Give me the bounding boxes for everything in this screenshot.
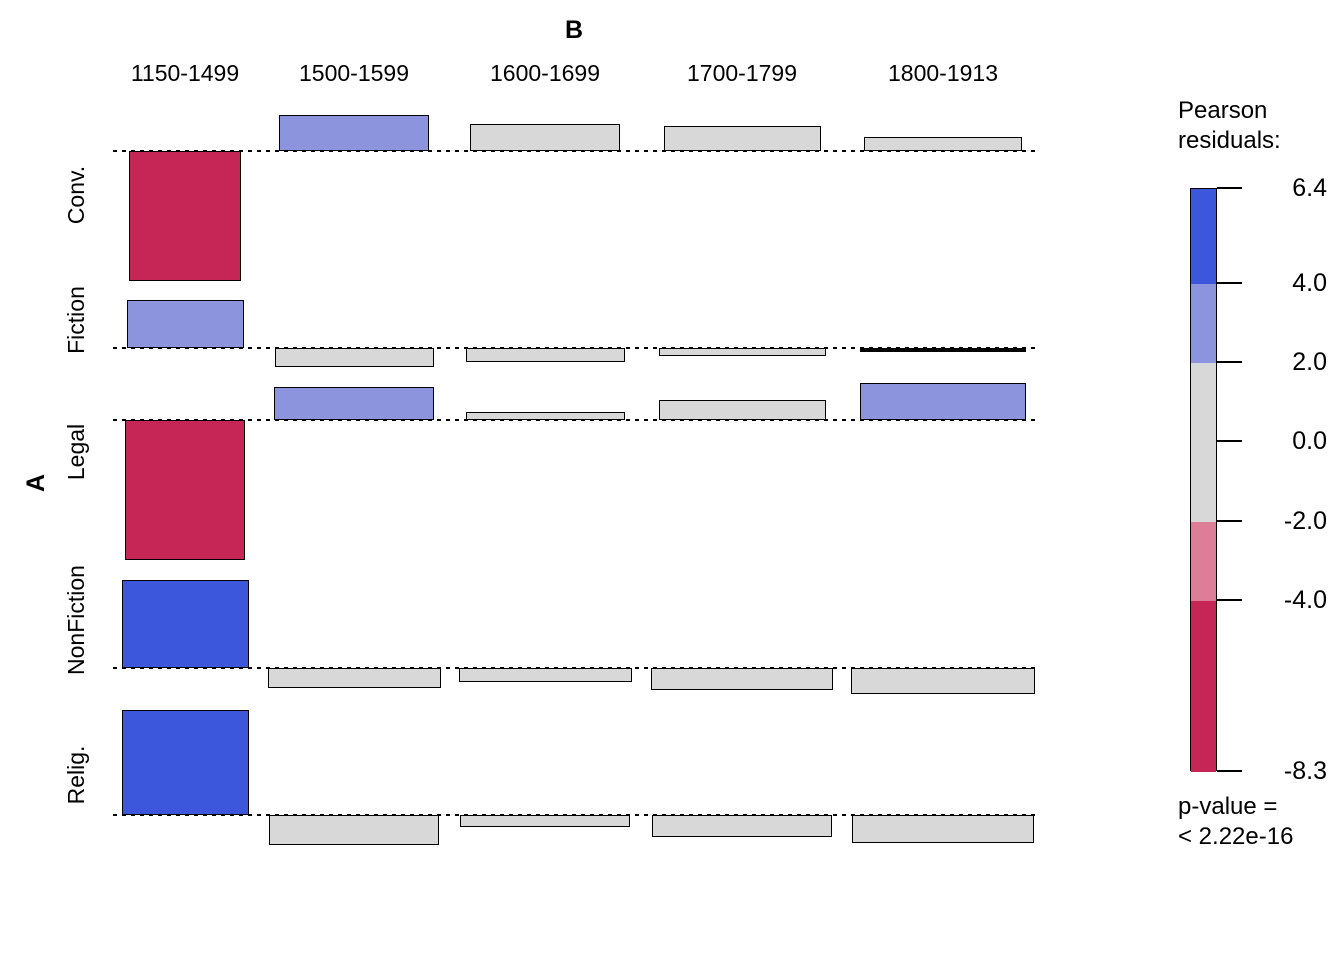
legend-tick-mark (1217, 282, 1242, 284)
residual-cell (864, 137, 1022, 151)
row-label: Relig. (63, 745, 89, 805)
legend-segment (1191, 363, 1216, 522)
legend-segment (1191, 284, 1216, 363)
residual-cell (274, 387, 434, 420)
residual-cell (274, 348, 434, 367)
residual-cell (121, 580, 249, 668)
legend-tick-mark (1217, 440, 1242, 442)
legend-tick-mark (1217, 770, 1242, 772)
row-baseline (113, 150, 1037, 152)
residual-cell (269, 815, 439, 845)
column-label: 1600-1699 (490, 60, 600, 86)
legend-tick-label: -4.0 (1283, 586, 1327, 614)
residual-cell (126, 300, 244, 348)
legend-color-bar (1190, 188, 1217, 772)
p-value-text: p-value = < 2.22e-16 (1178, 793, 1294, 850)
legend-tick-label: -2.0 (1283, 507, 1327, 535)
column-axis-title: B (564, 16, 584, 44)
residual-cell (121, 710, 249, 815)
column-label: 1150-1499 (130, 60, 240, 86)
column-label: 1700-1799 (687, 60, 797, 86)
legend-segment (1191, 189, 1216, 284)
residual-cell (465, 412, 625, 420)
residual-cell (860, 348, 1026, 352)
legend-segment (1191, 522, 1216, 601)
residual-cell (651, 668, 833, 690)
legend-title: Pearson residuals: (1178, 97, 1281, 154)
legend-tick-mark (1217, 187, 1242, 189)
residual-cell (267, 668, 441, 688)
column-label: 1500-1599 (299, 60, 409, 86)
legend-tick-mark (1217, 361, 1242, 363)
residual-cell (658, 348, 826, 356)
residual-cell (129, 151, 241, 281)
residual-cell (852, 815, 1034, 843)
row-axis-title: A (22, 473, 50, 493)
residual-cell (279, 115, 429, 151)
legend-tick-label: 2.0 (1292, 348, 1327, 376)
legend-tick-mark (1217, 520, 1242, 522)
residual-cell (652, 815, 832, 837)
residual-cell (663, 126, 821, 151)
residual-cell (860, 383, 1026, 420)
residual-cell (460, 815, 630, 827)
residual-cell (125, 420, 245, 560)
legend-tick-label: 6.4 (1292, 174, 1327, 202)
legend-tick-label: 4.0 (1292, 269, 1327, 297)
legend-segment (1191, 601, 1216, 772)
legend-tick-label: 0.0 (1292, 427, 1327, 455)
legend-tick-mark (1217, 599, 1242, 601)
residual-cell (470, 124, 620, 151)
legend-tick-label: -8.3 (1283, 757, 1327, 785)
residual-cell (465, 348, 625, 362)
residual-cell (851, 668, 1035, 694)
residual-cell (458, 668, 632, 682)
residual-cell (658, 400, 826, 420)
column-label: 1800-1913 (888, 60, 998, 86)
row-baseline (113, 419, 1037, 421)
